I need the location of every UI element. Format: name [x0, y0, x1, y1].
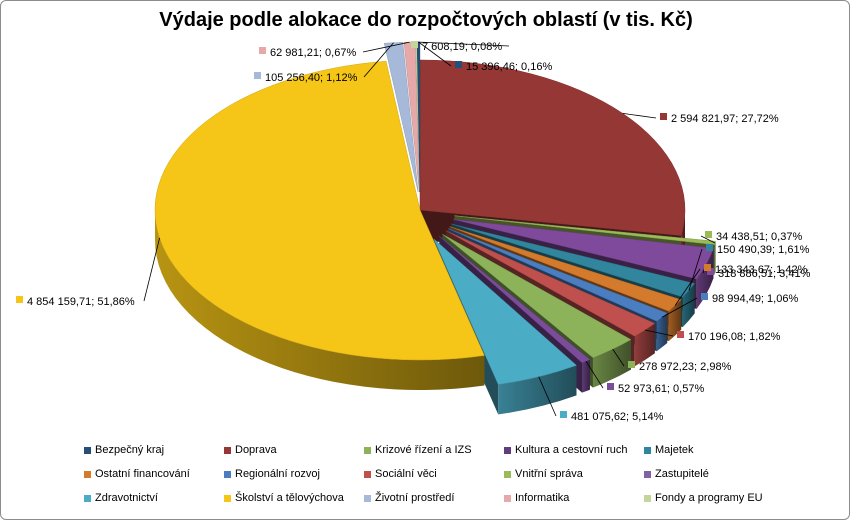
slice-side-4	[668, 299, 682, 342]
slice-side-6	[634, 323, 655, 367]
leader-line-14	[418, 41, 452, 67]
legend-swatch	[364, 495, 371, 502]
leader-line-0	[622, 112, 657, 119]
slice-doprava	[419, 59, 686, 236]
label-swatch-0	[660, 113, 667, 120]
slice-side-9	[498, 365, 577, 415]
leader-line-12	[362, 41, 410, 53]
slice-side-3	[682, 283, 695, 328]
label-swatch-7	[628, 361, 635, 368]
chart-title: Výdaje podle alokace do rozpočtových obl…	[159, 9, 693, 31]
legend-label: Zastupitelé	[655, 468, 709, 480]
legend-swatch	[364, 447, 371, 454]
data-label-0: 2 594 821,97; 27,72%	[671, 113, 779, 125]
legend-swatch	[504, 495, 511, 502]
slice-fondy-a-programy-eu	[454, 215, 716, 245]
legend-label: Životní prostředí	[375, 492, 455, 504]
leader-line-1	[700, 235, 716, 244]
slice-zdravotnictv-	[433, 238, 577, 385]
label-swatch-14	[455, 61, 462, 68]
slice-kultura-a-cestovn-ruch	[439, 236, 591, 363]
label-swatch-10	[16, 296, 23, 303]
data-label-13: 7 608,19; 0,08%	[422, 41, 502, 53]
data-label-14: 15 396,46; 0,16%	[466, 61, 552, 73]
slice-side-2	[696, 248, 714, 309]
leader-line-5	[661, 297, 698, 318]
label-swatch-13	[411, 41, 418, 48]
data-label-1: 34 438,51; 0,37%	[716, 231, 802, 243]
legend-swatch	[504, 447, 511, 454]
label-swatch-4	[704, 264, 711, 271]
pie-chart: 2 594 821,97; 27,72% 34 438,51; 0,37% 318 …	[16, 41, 811, 423]
label-swatch-11	[254, 72, 261, 79]
legend-label: Regionální rozvoj	[235, 468, 320, 480]
legend-swatch	[224, 495, 231, 502]
legend-swatch	[364, 471, 371, 478]
data-label-5: 98 994,49; 1,06%	[712, 293, 798, 305]
data-label-9: 481 075,62; 5,14%	[571, 411, 664, 423]
legend-swatch	[224, 471, 231, 478]
slice-majetek	[451, 223, 696, 298]
legend-label: Fondy a programy EU	[655, 492, 763, 504]
label-swatch-5	[701, 293, 708, 300]
legend-swatch	[644, 495, 651, 502]
data-label-8: 52 973,61; 0,57%	[618, 383, 704, 395]
leader-line-8	[585, 360, 604, 389]
slice-soci-ln-v-ci	[446, 230, 656, 337]
slice--kolstv-a-t-lov-chova	[154, 60, 485, 361]
label-swatch-3	[706, 244, 713, 251]
slice-side-1	[714, 241, 716, 275]
leader-line-9	[538, 376, 557, 417]
leader-line-3	[688, 248, 703, 291]
data-label-2: 318 886,51; 3,41%	[718, 268, 811, 280]
legend-swatch	[84, 495, 91, 502]
slice-side-7	[592, 339, 631, 388]
label-swatch-9	[560, 411, 567, 418]
legend-swatch	[224, 447, 231, 454]
legend-label: Ostatní financování	[95, 468, 190, 480]
data-label-7: 278 972,23; 2,98%	[639, 361, 732, 373]
leader-line-11	[363, 42, 394, 78]
data-label-4: 133 343,67; 1,42%	[715, 264, 808, 276]
slice-side-10	[155, 210, 485, 390]
legend-swatch	[644, 447, 651, 454]
legend-swatch	[84, 471, 91, 478]
leader-line-10	[143, 237, 161, 302]
legend-label: Majetek	[655, 444, 694, 456]
leader-line-7	[612, 348, 625, 367]
legend-label: Informatika	[515, 492, 570, 504]
leader-line-13	[416, 41, 510, 47]
legend-label: Krizové řízení a IZS	[375, 444, 472, 456]
legend-label: Sociální věci	[375, 468, 437, 480]
legend-label: Doprava	[235, 444, 277, 456]
leader-line-4	[674, 268, 701, 306]
legend-swatch	[504, 471, 511, 478]
data-label-6: 170 196,08; 1,82%	[688, 331, 781, 343]
legend-label: Vnitřní správa	[515, 468, 583, 480]
data-label-3: 150 490,39; 1,61%	[717, 244, 810, 256]
label-swatch-1	[705, 231, 712, 238]
data-label-12: 62 981,21; 0,67%	[270, 47, 356, 59]
legend-label: Školství a tělovýchova	[235, 492, 344, 504]
legend-label: Zdravotnictví	[95, 492, 158, 504]
data-label-10: 4 854 159,71; 51,86%	[27, 296, 135, 308]
leader-line-6	[644, 329, 674, 337]
slice-side-8	[582, 359, 590, 393]
legend-label: Kultura a cestovní ruch	[515, 444, 628, 456]
label-swatch-8	[607, 383, 614, 390]
label-swatch-6	[677, 331, 684, 338]
data-label-11: 105 256,40; 1,12%	[265, 72, 358, 84]
legend-label: Bezpečný kraj	[95, 444, 165, 456]
slice-side-5	[656, 313, 668, 352]
label-swatch-2	[707, 268, 714, 275]
legend-swatch	[84, 447, 91, 454]
legend-swatch	[644, 471, 651, 478]
label-swatch-12	[259, 47, 266, 54]
